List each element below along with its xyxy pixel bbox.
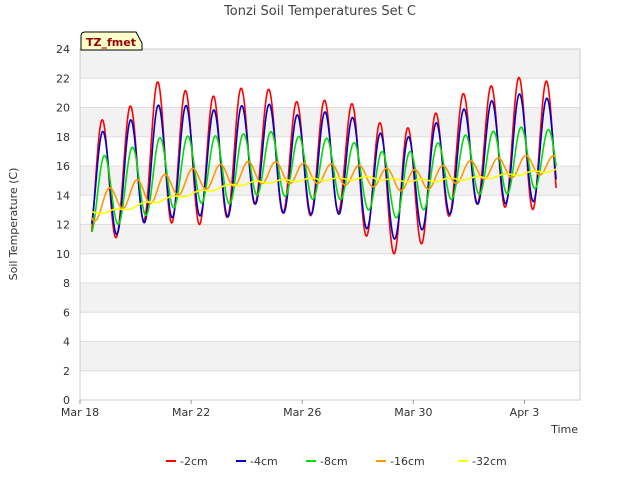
y-tick-label: 6	[63, 306, 70, 319]
series-line--8cm	[90, 126, 557, 233]
x-tick-label: Apr 3	[510, 406, 540, 419]
y-axis-label: Soil Temperature (C)	[7, 168, 20, 281]
y-tick-label: 22	[56, 72, 70, 85]
grid-band	[80, 341, 580, 371]
series-layer	[90, 76, 557, 255]
y-tick-label: 14	[56, 189, 70, 202]
y-tick-label: 20	[56, 102, 70, 115]
chart-title: Tonzi Soil Temperatures Set C	[223, 4, 416, 19]
grid-band	[80, 283, 580, 313]
x-tick-label: Mar 18	[61, 406, 99, 419]
y-tick-label: 18	[56, 131, 70, 144]
legend-label: -32cm	[472, 455, 507, 468]
x-axis-label: Time	[550, 423, 578, 436]
grid-band	[80, 49, 580, 79]
badge-shape	[80, 31, 143, 51]
tz-fmet-badge: TZ_fmet	[80, 31, 143, 51]
grid-band	[80, 224, 580, 254]
legend-label: -2cm	[180, 455, 208, 468]
y-tick-label: 8	[63, 277, 70, 290]
y-tick-label: 24	[56, 43, 70, 56]
y-tick-label: 10	[56, 248, 70, 261]
y-tick-label: 2	[63, 365, 70, 378]
badge-label: TZ_fmet	[86, 36, 136, 49]
y-tick-label: 12	[56, 219, 70, 232]
x-tick-label: Mar 30	[394, 406, 432, 419]
series-line--16cm	[90, 154, 557, 222]
legend-label: -8cm	[320, 455, 348, 468]
series-line--4cm	[90, 93, 557, 240]
y-tick-label: 4	[63, 336, 70, 349]
x-tick-labels: Mar 18 Mar 22 Mar 26 Mar 30 Apr 3	[61, 400, 539, 419]
x-tick-label: Mar 22	[172, 406, 210, 419]
y-tick-label: 0	[63, 394, 70, 407]
grid-band	[80, 166, 580, 196]
legend-label: -4cm	[250, 455, 278, 468]
x-tick-label: Mar 26	[283, 406, 321, 419]
y-tick-label: 16	[56, 160, 70, 173]
legend: -2cm -4cm -8cm -16cm -32cm	[166, 455, 507, 468]
legend-label: -16cm	[390, 455, 425, 468]
series-line--32cm	[91, 168, 557, 215]
plot-frame	[79, 48, 581, 401]
